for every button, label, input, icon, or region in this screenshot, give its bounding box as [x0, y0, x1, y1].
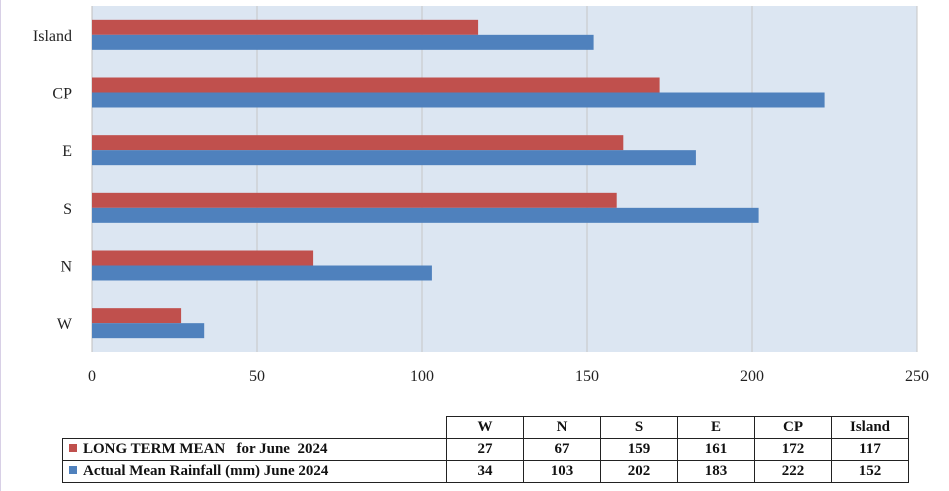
table-cell: 27: [446, 438, 524, 461]
column-header: S: [600, 416, 678, 439]
x-tick-label: 200: [740, 368, 764, 385]
series-label-cell: LONG TERM MEAN for June 2024: [62, 438, 447, 461]
data-table: W N S E CP Island LONG TERM MEAN for Jun…: [62, 416, 909, 483]
bar-w-series-1: [92, 323, 205, 339]
bar-s-series-0: [92, 192, 617, 208]
table-cell: 152: [831, 460, 909, 483]
table-cell: 202: [600, 460, 678, 483]
table-row: LONG TERM MEAN for June 2024 27 67 159 1…: [62, 438, 909, 461]
table-cell: 103: [523, 460, 601, 483]
y-tick-label: Island: [33, 28, 72, 45]
x-tick-label: 0: [88, 368, 96, 385]
table-cell: 117: [831, 438, 909, 461]
table-header-row: W N S E CP Island: [62, 416, 909, 439]
table-cell: 159: [600, 438, 678, 461]
bar-cp-series-1: [92, 92, 825, 108]
y-tick-label: E: [62, 143, 72, 160]
column-header: W: [446, 416, 524, 439]
gridlines: [91, 6, 918, 352]
table-cell: 172: [754, 438, 832, 461]
bar-e-series-0: [92, 135, 624, 151]
x-tick-label: 50: [249, 368, 265, 385]
x-tick-label: 150: [575, 368, 599, 385]
series-label: Actual Mean Rainfall (mm) June 2024: [83, 463, 329, 479]
legend-swatch-red: [69, 444, 77, 452]
y-tick-label: W: [57, 316, 73, 333]
table-cell: 183: [677, 460, 755, 483]
column-header: E: [677, 416, 755, 439]
left-edge-rule: [0, 0, 1, 491]
table-cell: 67: [523, 438, 601, 461]
x-tick-label: 250: [905, 368, 929, 385]
bar-n-series-1: [92, 265, 432, 281]
legend-swatch-blue: [69, 466, 77, 474]
column-header: Island: [831, 416, 909, 439]
y-tick-label: CP: [52, 86, 72, 103]
series-label-cell: Actual Mean Rainfall (mm) June 2024: [62, 460, 447, 483]
column-header: N: [523, 416, 601, 439]
tick-labels: 0 50 100 150 200 250 W N S E CP Island: [33, 28, 929, 385]
bar-cp-series-0: [92, 77, 660, 93]
column-header: CP: [754, 416, 832, 439]
table-cell: 34: [446, 460, 524, 483]
bar-s-series-1: [92, 207, 759, 223]
series-label: LONG TERM MEAN for June 2024: [83, 441, 328, 457]
bar-island-series-1: [92, 34, 594, 50]
table-cell: 222: [754, 460, 832, 483]
y-tick-label: S: [63, 201, 72, 218]
table-row: Actual Mean Rainfall (mm) June 2024 34 1…: [62, 460, 909, 483]
table-corner: [62, 416, 447, 439]
bar-n-series-0: [92, 250, 314, 266]
y-tick-label: N: [60, 259, 72, 276]
plot-area: [92, 6, 917, 352]
bar-w-series-0: [92, 308, 182, 324]
rainfall-bar-chart: 0 50 100 150 200 250 W N S E CP Island: [33, 6, 929, 385]
bar-island-series-0: [92, 19, 479, 35]
bar-e-series-1: [92, 150, 696, 166]
bars: [92, 19, 825, 339]
x-tick-label: 100: [410, 368, 434, 385]
table-cell: 161: [677, 438, 755, 461]
